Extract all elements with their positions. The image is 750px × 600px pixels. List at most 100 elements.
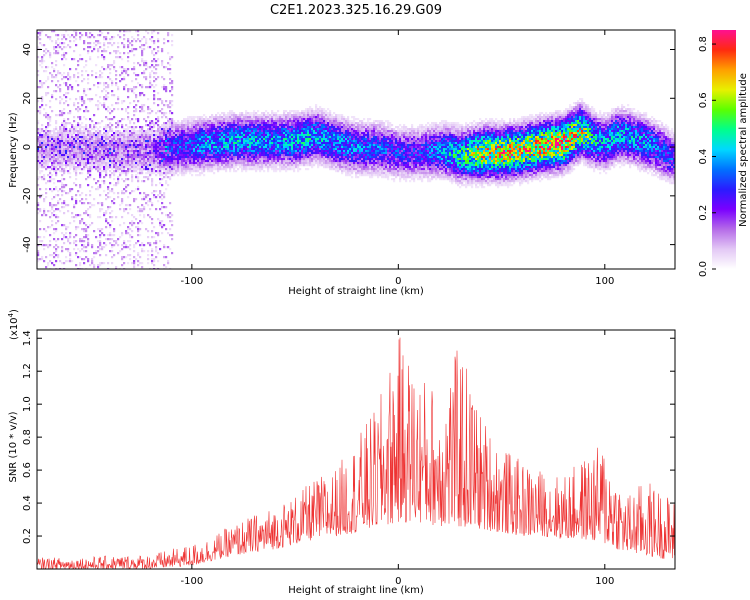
- heatmap-cell: [97, 42, 100, 45]
- heatmap-cell: [153, 98, 156, 101]
- heatmap-cell: [57, 46, 60, 49]
- heatmap-cell: [159, 126, 162, 129]
- heatmap-cell: [89, 190, 92, 193]
- heatmap-cell: [129, 138, 132, 141]
- heatmap-cell: [237, 162, 240, 165]
- heatmap-cell: [117, 244, 120, 247]
- heatmap-cell: [243, 144, 246, 147]
- heatmap-cell: [303, 160, 306, 163]
- heatmap-cell: [107, 154, 110, 157]
- heatmap-cell: [299, 150, 302, 153]
- heatmap-cell: [215, 136, 218, 139]
- heatmap-cell: [167, 124, 170, 127]
- heatmap-cell: [213, 148, 216, 151]
- heatmap-cell: [53, 238, 56, 241]
- heatmap-cell: [245, 148, 248, 151]
- heatmap-cell: [89, 36, 92, 39]
- heatmap-cell: [45, 104, 48, 107]
- heatmap-cell: [45, 80, 48, 83]
- heatmap-cell: [163, 142, 166, 145]
- heatmap-cell: [133, 130, 136, 133]
- heatmap-cell: [225, 114, 228, 117]
- heatmap-cell: [187, 148, 190, 151]
- heatmap-cell: [79, 142, 82, 145]
- heatmap-cell: [185, 130, 188, 133]
- heatmap-cell: [211, 154, 214, 157]
- heatmap-cell: [193, 156, 196, 159]
- heatmap-cell: [81, 136, 84, 139]
- heatmap-cell: [117, 160, 120, 163]
- heatmap-cell: [75, 174, 78, 177]
- heatmap-cell: [159, 110, 162, 113]
- heatmap-cell: [57, 34, 60, 37]
- heatmap-cell: [165, 124, 168, 127]
- heatmap-cell: [189, 140, 192, 143]
- heatmap-cell: [141, 126, 144, 129]
- heatmap-cell: [75, 144, 78, 147]
- heatmap-cell: [273, 164, 276, 167]
- heatmap-cell: [255, 138, 258, 141]
- heatmap-cell: [37, 154, 40, 157]
- heatmap-cell: [179, 124, 182, 127]
- heatmap-cell: [151, 32, 154, 35]
- heatmap-cell: [109, 72, 112, 75]
- heatmap-cell: [143, 62, 146, 65]
- heatmap-cell: [175, 168, 178, 171]
- heatmap-cell: [253, 120, 256, 123]
- heatmap-cell: [85, 234, 88, 237]
- heatmap-cell: [147, 132, 150, 135]
- heatmap-cell: [135, 118, 138, 121]
- heatmap-cell: [157, 46, 160, 49]
- heatmap-cell: [131, 176, 134, 179]
- heatmap-cell: [225, 136, 228, 139]
- heatmap-cell: [297, 112, 300, 115]
- heatmap-cell: [65, 204, 68, 207]
- heatmap-cell: [179, 136, 182, 139]
- heatmap-cell: [267, 154, 270, 157]
- heatmap-cell: [61, 164, 64, 167]
- heatmap-cell: [69, 98, 72, 101]
- heatmap-cell: [83, 116, 86, 119]
- heatmap-cell: [205, 130, 208, 133]
- heatmap-cell: [45, 244, 48, 247]
- heatmap-cell: [231, 152, 234, 155]
- heatmap-cell: [243, 146, 246, 149]
- heatmap-cell: [107, 164, 110, 167]
- heatmap-cell: [57, 146, 60, 149]
- heatmap-cell: [245, 116, 248, 119]
- heatmap-cell: [79, 156, 82, 159]
- heatmap-cell: [69, 254, 72, 257]
- heatmap-cell: [215, 156, 218, 159]
- heatmap-cell: [257, 152, 260, 155]
- heatmap-cell: [45, 128, 48, 131]
- heatmap-cell: [293, 132, 296, 135]
- heatmap-cell: [157, 164, 160, 167]
- heatmap-cell: [137, 226, 140, 229]
- heatmap-cell: [83, 102, 86, 105]
- heatmap-cell: [115, 154, 118, 157]
- heatmap-cell: [193, 140, 196, 143]
- heatmap-cell: [67, 86, 70, 89]
- heatmap-cell: [165, 152, 168, 155]
- heatmap-cell: [149, 82, 152, 85]
- heatmap-cell: [127, 254, 130, 257]
- heatmap-cell: [215, 118, 218, 121]
- heatmap-cell: [127, 118, 130, 121]
- heatmap-cell: [169, 162, 172, 165]
- heatmap-cell: [247, 152, 250, 155]
- heatmap-cell: [69, 78, 72, 81]
- heatmap-cell: [253, 158, 256, 161]
- heatmap-cell: [253, 166, 256, 169]
- heatmap-cell: [121, 178, 124, 181]
- heatmap-cell: [45, 130, 48, 133]
- heatmap-cell: [55, 152, 58, 155]
- heatmap-cell: [69, 134, 72, 137]
- heatmap-cell: [111, 38, 114, 41]
- heatmap-cell: [77, 164, 80, 167]
- heatmap-cell: [305, 154, 308, 157]
- heatmap-cell: [103, 154, 106, 157]
- heatmap-cell: [155, 248, 158, 251]
- heatmap-cell: [177, 166, 180, 169]
- heatmap-cell: [217, 156, 220, 159]
- heatmap-cell: [251, 112, 254, 115]
